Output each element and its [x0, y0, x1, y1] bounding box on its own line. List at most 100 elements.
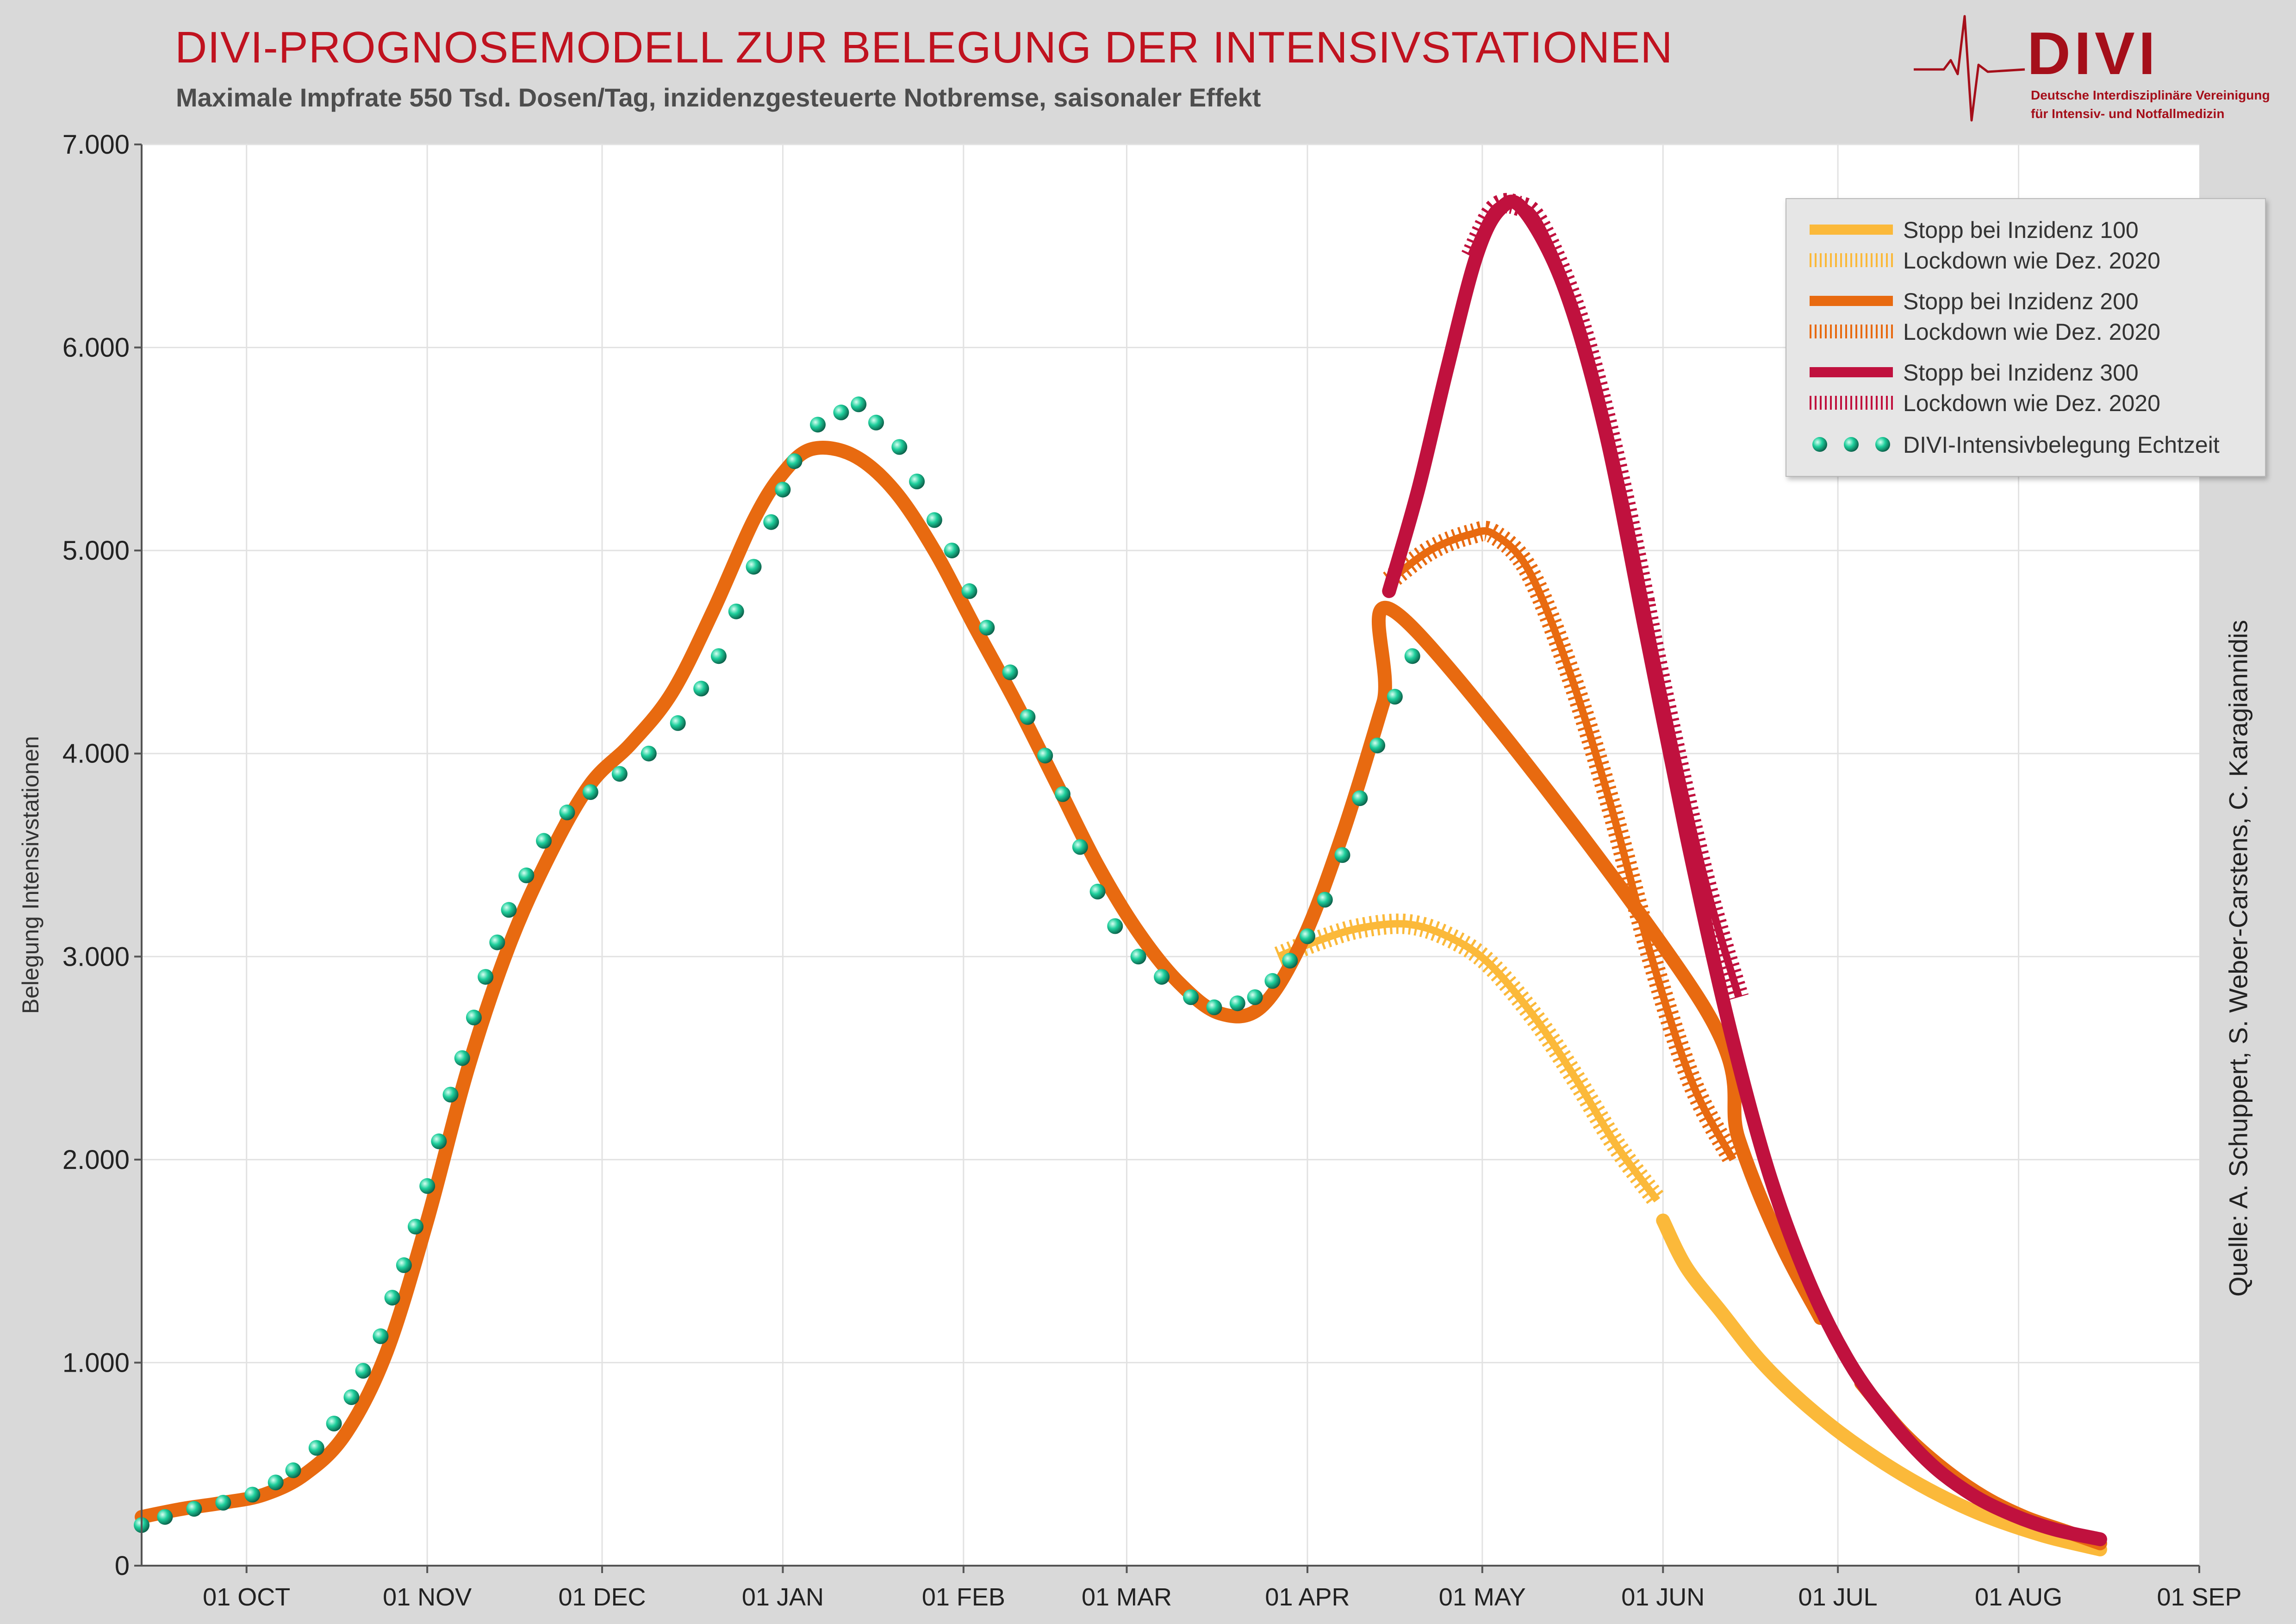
y-tick-label: 1.000 — [62, 1348, 130, 1378]
echtzeit-point — [710, 648, 727, 664]
echtzeit-point — [408, 1218, 423, 1235]
echtzeit-point — [1020, 709, 1036, 725]
echtzeit-point — [1387, 688, 1403, 705]
echtzeit-point — [1300, 928, 1315, 944]
chart-title: DIVI-PROGNOSEMODELL ZUR BELEGUNG DER INT… — [175, 23, 1673, 72]
logo-subtitle-line1: Deutsche Interdisziplinäre Vereinigung — [2031, 88, 2270, 102]
legend-swatch-lockdown-100 — [1810, 253, 1893, 267]
x-tick-label: 01 FEB — [922, 1583, 1005, 1611]
echtzeit-point — [384, 1290, 400, 1306]
legend-item-lockdown-300: Lockdown wie Dez. 2020 — [1786, 389, 2265, 417]
echtzeit-point — [536, 833, 552, 849]
echtzeit-point — [1206, 999, 1222, 1015]
legend-item-inzidenz-200: Stopp bei Inzidenz 200 — [1786, 287, 2265, 315]
echtzeit-point — [478, 969, 494, 985]
echtzeit-point — [373, 1328, 389, 1344]
echtzeit-point — [775, 481, 791, 498]
x-tick-label: 01 JUN — [1621, 1583, 1705, 1611]
legend-item-lockdown-200: Lockdown wie Dez. 2020 — [1786, 318, 2265, 345]
x-tick-label: 01 OCT — [203, 1583, 290, 1611]
series-layer — [134, 193, 2107, 1556]
echtzeit-point — [1282, 953, 1298, 969]
echtzeit-point — [1055, 786, 1070, 802]
echtzeit-point — [693, 681, 709, 697]
x-tick-label: 01 JAN — [742, 1583, 824, 1611]
chart-subtitle: Maximale Impfrate 550 Tsd. Dosen/Tag, in… — [176, 83, 1261, 112]
echtzeit-point — [1154, 969, 1170, 985]
echtzeit-point — [909, 474, 925, 489]
x-tick-label: 01 DEC — [558, 1583, 646, 1611]
echtzeit-point — [308, 1440, 324, 1456]
echtzeit-point — [611, 766, 628, 782]
echtzeit-point — [961, 583, 977, 599]
echtzeit-point — [1229, 995, 1245, 1012]
series-4-core — [1387, 527, 1736, 1162]
x-tick-label: 01 JUL — [1798, 1583, 1878, 1611]
echtzeit-point — [1130, 949, 1146, 965]
axes: 0 1.000 2.000 3.000 4.000 5.000 6.000 7.000 01 O… — [62, 130, 2242, 1611]
legend-swatch-echtzeit — [1812, 437, 1890, 452]
legend-label-inzidenz-100: Stopp bei Inzidenz 100 — [1903, 217, 2139, 243]
echtzeit-point — [746, 559, 762, 575]
echtzeit-point — [244, 1487, 261, 1503]
echtzeit-point — [786, 453, 803, 469]
legend-swatch-inzidenz-200 — [1810, 296, 1893, 306]
divi-logo: DIVI Deutsche Interdisziplinäre Vereinig… — [1911, 9, 2282, 130]
logo-subtitle-line2: für Intensiv- und Notfallmedizin — [2031, 106, 2225, 121]
y-axis-label: Belegung Intensivstationen — [18, 736, 44, 1014]
echtzeit-point — [454, 1050, 470, 1066]
x-tick-label: 01 MAY — [1439, 1583, 1526, 1611]
echtzeit-point — [944, 543, 960, 559]
echtzeit-point — [1089, 883, 1106, 899]
echtzeit-point — [431, 1133, 447, 1149]
series-2-core — [1277, 920, 1661, 1203]
echtzeit-point — [763, 514, 779, 530]
echtzeit-point — [582, 784, 598, 800]
x-tick-label: 01 MAR — [1082, 1583, 1172, 1611]
echtzeit-point — [1404, 648, 1420, 664]
echtzeit-point — [670, 715, 686, 731]
x-tick-label: 01 AUG — [1975, 1583, 2062, 1611]
y-tick-label: 0 — [115, 1551, 130, 1581]
echtzeit-point — [396, 1257, 412, 1273]
legend-swatch-inzidenz-300 — [1810, 367, 1893, 377]
echtzeit-point — [559, 804, 575, 820]
echtzeit-point — [501, 902, 517, 918]
source-note: Quelle: A. Schuppert, S. Weber-Carstens,… — [2223, 620, 2253, 1297]
echtzeit-point — [1002, 664, 1018, 681]
legend-item-lockdown-100: Lockdown wie Dez. 2020 — [1786, 246, 2265, 274]
echtzeit-point — [489, 934, 505, 950]
x-tick-label: 01 APR — [1265, 1583, 1350, 1611]
echtzeit-point — [728, 603, 744, 619]
echtzeit-point — [979, 619, 995, 636]
echtzeit-point — [355, 1363, 371, 1379]
heartbeat-icon — [1914, 15, 2025, 122]
echtzeit-point — [268, 1474, 284, 1491]
echtzeit-point — [442, 1087, 459, 1103]
legend-label-echtzeit: DIVI-Intensivbelegung Echtzeit — [1903, 432, 2220, 458]
echtzeit-point — [419, 1178, 436, 1194]
y-tick-label: 4.000 — [62, 739, 130, 769]
legend-swatch-lockdown-200 — [1810, 325, 1893, 338]
echtzeit-point — [641, 745, 657, 762]
echtzeit-point — [186, 1501, 202, 1517]
echtzeit-point — [326, 1416, 342, 1431]
legend-item-inzidenz-300: Stopp bei Inzidenz 300 — [1786, 358, 2265, 386]
x-tick-label: 01 NOV — [383, 1583, 472, 1611]
echtzeit-point — [1247, 989, 1263, 1005]
echtzeit-point — [833, 404, 849, 420]
legend-label-lockdown-100: Lockdown wie Dez. 2020 — [1903, 248, 2160, 274]
y-tick-label: 3.000 — [62, 942, 130, 972]
echtzeit-point — [518, 867, 535, 883]
echtzeit-point — [851, 396, 867, 412]
echtzeit-point — [1369, 737, 1386, 754]
echtzeit-point — [1334, 847, 1350, 863]
legend-item-echtzeit: DIVI-Intensivbelegung Echtzeit — [1786, 431, 2265, 458]
legend-label-lockdown-200: Lockdown wie Dez. 2020 — [1903, 319, 2160, 345]
echtzeit-point — [1183, 989, 1199, 1005]
y-tick-label: 7.000 — [62, 130, 130, 160]
echtzeit-point — [868, 414, 884, 431]
echtzeit-point — [1072, 839, 1088, 855]
echtzeit-point — [1037, 748, 1053, 764]
